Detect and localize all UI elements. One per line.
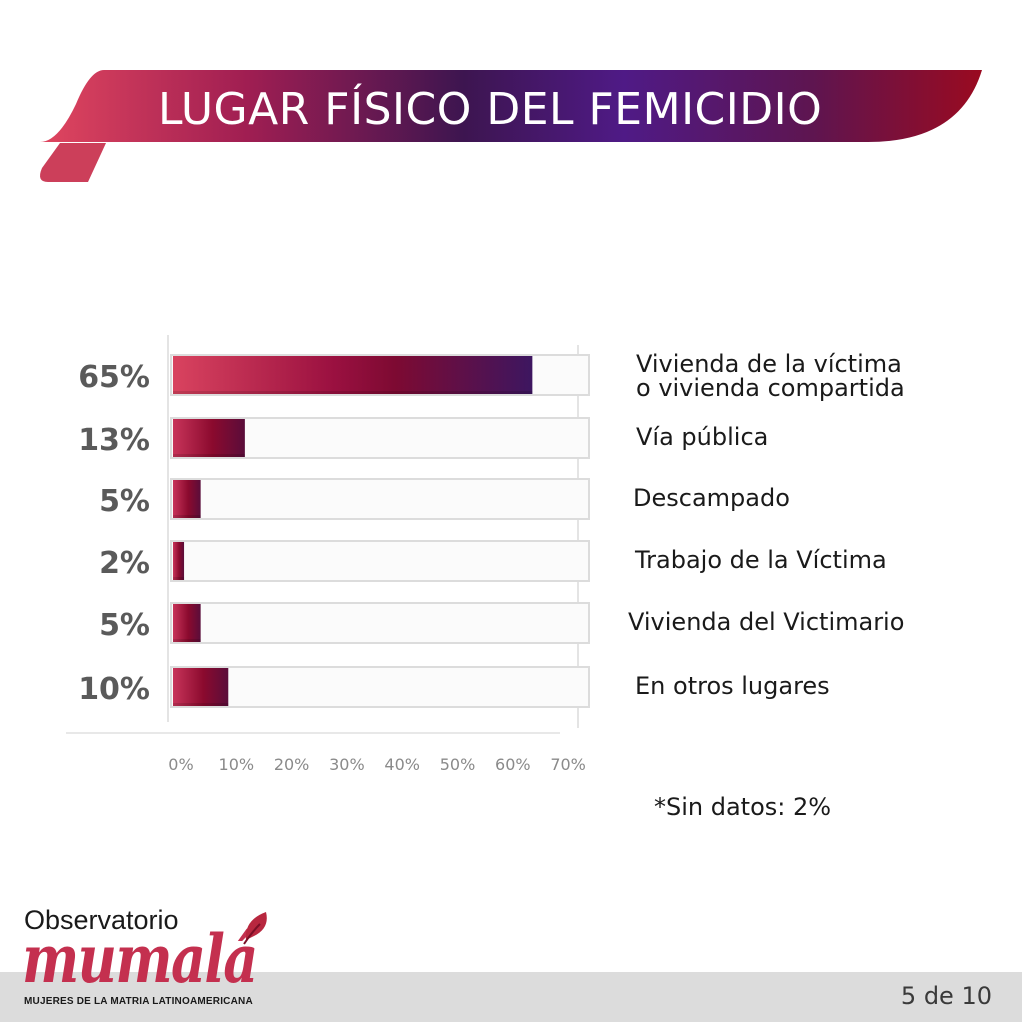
logo-wordmark: mumalá xyxy=(22,920,258,998)
bar-track xyxy=(170,602,590,644)
x-tick-label: 10% xyxy=(219,755,255,774)
banner-fold xyxy=(40,143,106,182)
page-counter: 5 de 10 xyxy=(900,982,992,1010)
bar-shadow xyxy=(173,703,229,706)
bar-shadow xyxy=(173,391,533,394)
bar-shadow xyxy=(173,639,201,642)
value-label: 5% xyxy=(99,484,150,519)
bar-chart: 65% 13% 5% 2% 5% 10% Vivienda de la víctimao … xyxy=(66,335,905,774)
x-tick-label: 40% xyxy=(384,755,420,774)
category-label: Trabajo de la Víctima xyxy=(634,546,887,574)
bar-shadow xyxy=(173,577,185,580)
mumala-logo: Observatorio mumalá MUJERES DE LA MATRIA… xyxy=(20,905,290,1015)
page-title: LUGAR FÍSICO DEL FEMICIDIO xyxy=(158,84,823,135)
category-label: Vía pública xyxy=(636,423,768,451)
category-label: Vivienda de la víctima xyxy=(636,350,902,378)
category-label: o vivienda compartida xyxy=(636,374,905,402)
leaf-icon xyxy=(243,912,267,945)
category-label: Vivienda del Victimario xyxy=(628,608,904,636)
missing-data-note: *Sin datos: 2% xyxy=(654,793,832,821)
bar-track xyxy=(170,666,590,708)
bar xyxy=(173,480,201,518)
banner-ribbon xyxy=(40,70,982,142)
x-tick-label: 70% xyxy=(550,755,586,774)
value-label: 5% xyxy=(99,608,150,643)
bar-track xyxy=(170,478,590,520)
value-label: 10% xyxy=(78,672,150,707)
category-label: Descampado xyxy=(633,484,790,512)
x-tick-label: 60% xyxy=(495,755,531,774)
logo-tagline: MUJERES DE LA MATRIA LATINOAMERICANA xyxy=(24,996,253,1007)
bar xyxy=(173,668,229,706)
value-label: 2% xyxy=(99,546,150,581)
logo-observatorio-text: Observatorio xyxy=(24,905,179,935)
bar xyxy=(173,419,245,457)
footer-band xyxy=(0,972,1022,1022)
x-tick-label: 20% xyxy=(274,755,310,774)
x-tick-label: 30% xyxy=(329,755,365,774)
bar-track xyxy=(170,540,590,582)
title-banner xyxy=(40,70,982,182)
value-label: 13% xyxy=(78,423,150,458)
x-tick-label: 50% xyxy=(440,755,476,774)
bar-shadow xyxy=(173,515,201,518)
bar xyxy=(173,604,201,642)
bar xyxy=(173,542,185,580)
category-label: En otros lugares xyxy=(635,672,830,700)
bar xyxy=(173,356,533,394)
bar-shadow xyxy=(173,454,245,457)
x-tick-label: 0% xyxy=(168,755,193,774)
value-label: 65% xyxy=(78,360,150,395)
